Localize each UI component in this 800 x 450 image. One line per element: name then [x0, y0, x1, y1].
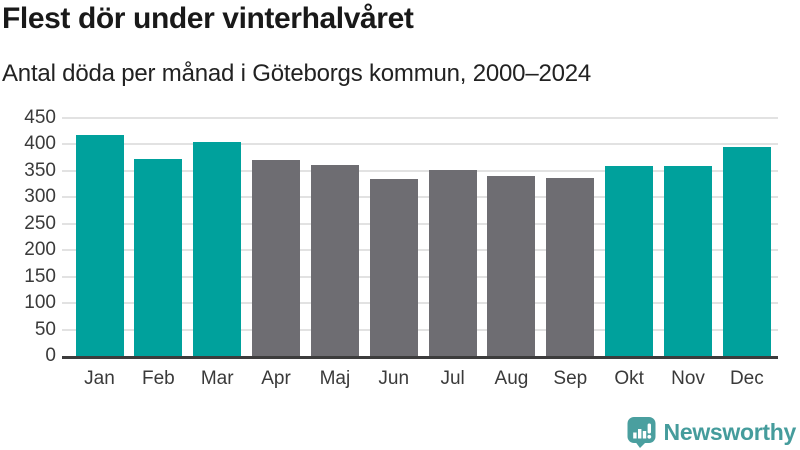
y-axis-tick-label: 200 — [24, 239, 56, 261]
newsworthy-logo-icon — [627, 417, 656, 448]
bar-dec — [722, 146, 771, 356]
bar-mar — [193, 142, 242, 356]
x-axis-tick-label-okt: Okt — [614, 368, 644, 389]
x-axis-tick-label-feb: Feb — [141, 368, 175, 389]
x-axis-tick-label-jan: Jan — [84, 368, 115, 389]
y-axis-tick-label: 450 — [24, 107, 56, 128]
x-axis-tick-label-jul: Jul — [440, 368, 465, 389]
chart-subtitle: Antal döda per månad i Göteborgs kommun,… — [2, 60, 592, 87]
x-axis-tick-label-sep: Sep — [553, 368, 588, 389]
x-axis-line — [62, 355, 778, 359]
y-axis-tick-label: 0 — [45, 345, 56, 366]
y-axis-tick-label: 400 — [24, 133, 56, 155]
chart-title: Flest dör under vinterhalvåret — [2, 2, 414, 35]
x-axis-tick-label-nov: Nov — [671, 368, 705, 389]
gridline-y-150 — [62, 275, 778, 278]
x-axis-tick-label-jun: Jun — [378, 368, 410, 389]
x-axis-tick-label-aug: Aug — [494, 368, 529, 389]
brand-name: Newsworthy — [663, 418, 797, 445]
bar-apr — [252, 160, 301, 356]
x-axis-tick-label-maj: Maj — [319, 368, 351, 389]
y-axis-tick-label: 250 — [24, 212, 56, 234]
bar-jun — [369, 179, 418, 356]
bar-jan — [75, 135, 124, 356]
brand-footer: Newsworthy — [627, 416, 796, 448]
y-axis-tick-label: 150 — [24, 265, 56, 287]
gridline-y-350 — [62, 169, 778, 172]
bar-feb — [134, 158, 183, 356]
y-axis-tick-label: 50 — [34, 318, 56, 340]
bar-jul — [428, 170, 477, 356]
gridline-y-50 — [62, 328, 778, 331]
y-axis-tick-label: 350 — [24, 159, 56, 181]
bar-sep — [546, 177, 595, 356]
bar-okt — [605, 165, 654, 356]
y-axis-tick-label: 300 — [24, 186, 56, 208]
gridline-y-100 — [62, 302, 778, 305]
gridline-y-200 — [62, 249, 778, 252]
x-axis-tick-label-apr: Apr — [261, 368, 291, 389]
gridline-y-450 — [62, 117, 778, 119]
gridline-y-400 — [62, 143, 778, 146]
y-axis-tick-label: 100 — [24, 292, 56, 314]
bar-maj — [310, 164, 359, 356]
x-axis-tick-label-mar: Mar — [200, 368, 234, 389]
bar-aug — [487, 176, 536, 356]
gridline-y-300 — [62, 196, 778, 199]
bar-nov — [664, 165, 712, 356]
x-axis-tick-label-dec: Dec — [729, 368, 764, 389]
gridline-y-250 — [62, 222, 778, 225]
